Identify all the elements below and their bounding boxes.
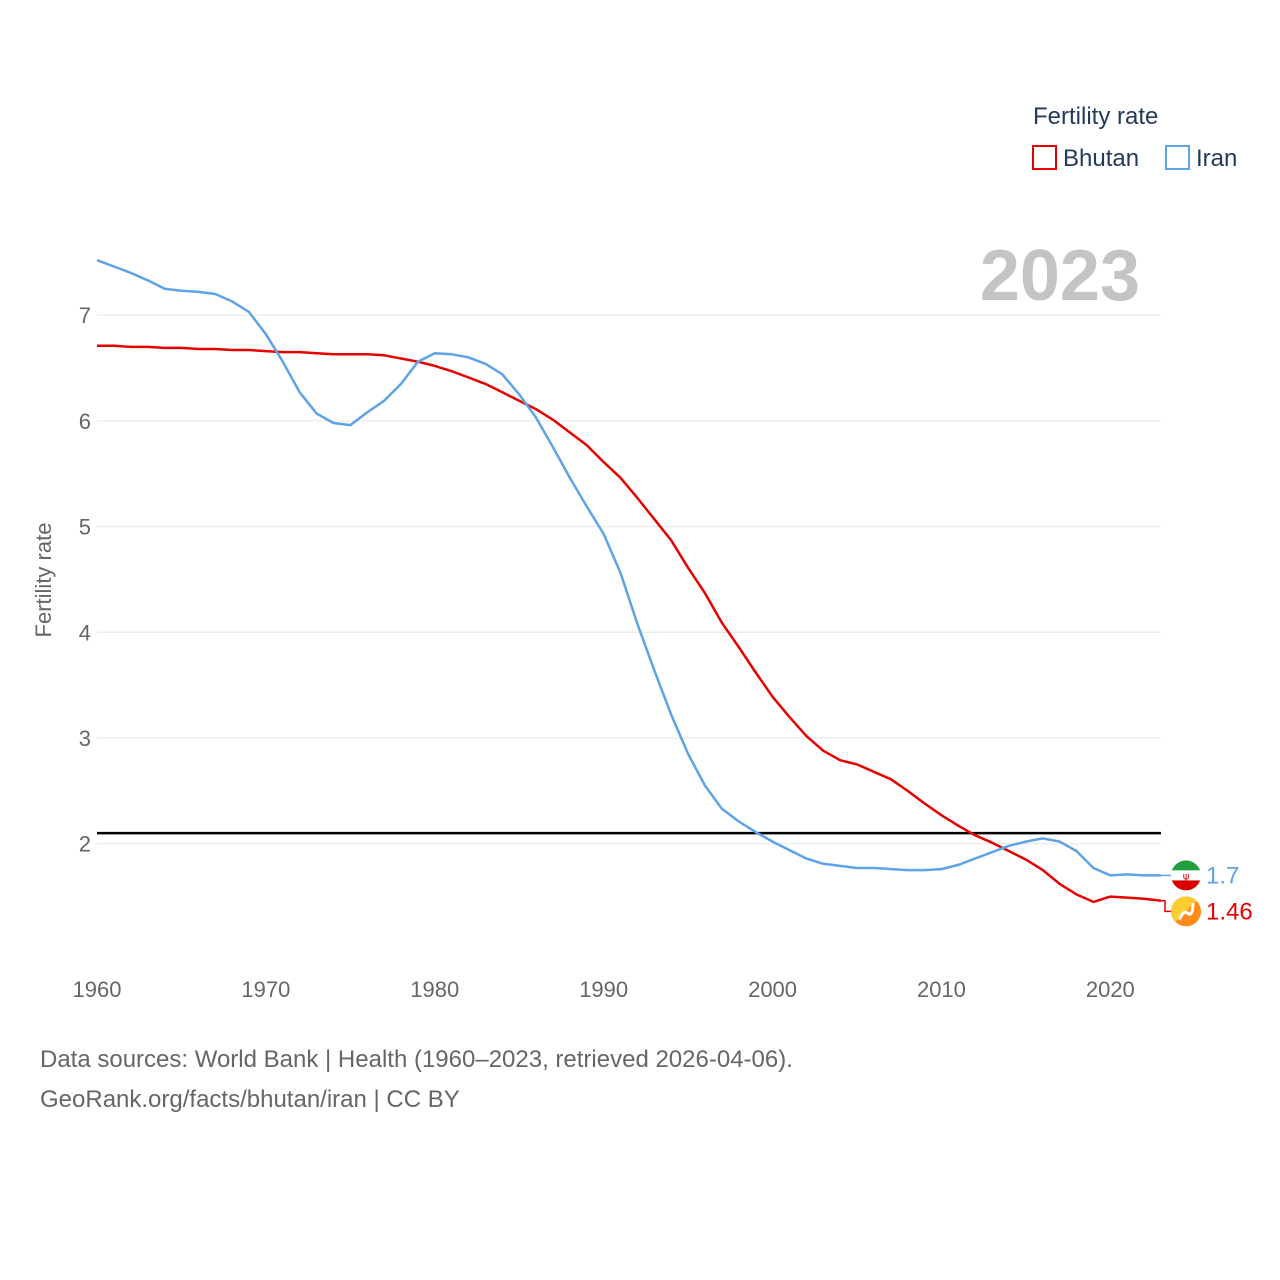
- source-line-2: GeoRank.org/facts/bhutan/iran | CC BY: [40, 1086, 460, 1113]
- bhutan-flag-icon: [1171, 896, 1201, 927]
- source-line-1: Data sources: World Bank | Health (1960–…: [40, 1046, 793, 1073]
- x-tick-1970: 1970: [241, 977, 290, 1002]
- year-label: 2023: [980, 236, 1140, 316]
- legend-label-iran: Iran: [1196, 145, 1237, 172]
- x-tick-1960: 1960: [73, 977, 122, 1002]
- y-tick-5: 5: [79, 515, 91, 540]
- end-markers: ψ 1.7 1.46: [1161, 860, 1253, 927]
- gridlines: [97, 314, 1161, 845]
- svg-text:ψ: ψ: [1183, 871, 1190, 882]
- end-label-bhutan: 1.46: [1206, 898, 1253, 925]
- y-axis-title: Fertility rate: [31, 523, 56, 638]
- end-label-iran: 1.7: [1206, 862, 1239, 889]
- x-tick-2010: 2010: [917, 977, 966, 1002]
- x-axis-ticks: 1960 1970 1980 1990 2000 2010 2020: [73, 977, 1135, 1002]
- y-tick-2: 2: [79, 832, 91, 857]
- y-axis-ticks: 2 3 4 5 6 7: [79, 303, 91, 857]
- x-tick-2020: 2020: [1086, 977, 1135, 1002]
- y-tick-7: 7: [79, 303, 91, 328]
- y-tick-6: 6: [79, 409, 91, 434]
- x-tick-1990: 1990: [579, 977, 628, 1002]
- legend-swatch-bhutan: [1032, 145, 1057, 170]
- legend-title: Fertility rate: [1033, 103, 1158, 130]
- end-connector-bhutan: [1161, 900, 1171, 913]
- legend: Fertility rate Bhutan Iran: [1032, 103, 1237, 172]
- y-tick-3: 3: [79, 726, 91, 751]
- line-iran: [96, 259, 1161, 877]
- iran-flag-icon: ψ: [1171, 860, 1201, 891]
- y-tick-4: 4: [79, 620, 91, 645]
- series-lines: [96, 259, 1162, 904]
- legend-swatch-iran: [1165, 145, 1190, 170]
- x-tick-1980: 1980: [410, 977, 459, 1002]
- legend-label-bhutan: Bhutan: [1063, 145, 1139, 172]
- line-bhutan: [97, 344, 1162, 904]
- fertility-rate-chart: 2 3 4 5 6 7 1960 1970 1980 1990 2000 2010 2020 Fert…: [31, 103, 1253, 1002]
- x-tick-2000: 2000: [748, 977, 797, 1002]
